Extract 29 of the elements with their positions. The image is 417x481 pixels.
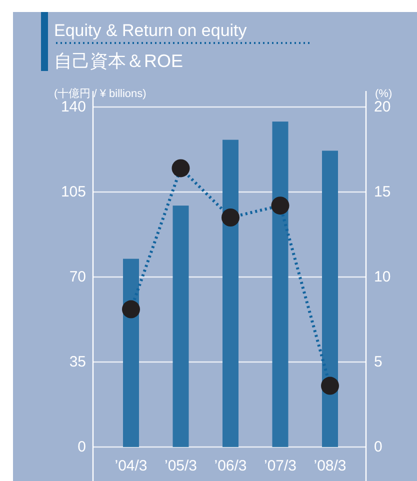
y-tick-label: 140 bbox=[60, 98, 86, 116]
y-tick-label: 35 bbox=[69, 354, 86, 370]
point bbox=[222, 208, 240, 226]
point bbox=[321, 376, 339, 395]
y-tick-label: 70 bbox=[69, 268, 86, 286]
y2-tick-label: 5 bbox=[374, 354, 382, 370]
x-tick-label: ’07/3 bbox=[264, 458, 297, 474]
y2-tick-label: 15 bbox=[374, 184, 391, 200]
bar bbox=[222, 140, 238, 447]
x-tick-label: ’05/3 bbox=[164, 458, 198, 474]
y-tick-label: 0 bbox=[78, 438, 86, 456]
bar bbox=[123, 258, 139, 447]
y2-tick-label: 10 bbox=[374, 268, 391, 286]
y2-axis-title: (%) bbox=[375, 88, 392, 100]
chart-title: Equity & Return on equity bbox=[54, 21, 248, 40]
bar bbox=[272, 122, 288, 447]
y2-tick-label: 0 bbox=[374, 438, 382, 456]
y2-tick-label: 20 bbox=[374, 98, 391, 116]
chart-subtitle: 自己資本＆ROE bbox=[54, 51, 184, 71]
bar bbox=[172, 206, 189, 447]
y-axis-title: (十億円 / ¥ billions) bbox=[54, 87, 146, 100]
point bbox=[122, 300, 140, 318]
bar bbox=[322, 150, 338, 447]
point bbox=[172, 159, 190, 178]
x-tick-label: ’06/3 bbox=[214, 458, 247, 474]
point bbox=[271, 196, 290, 215]
x-tick-label: ’04/3 bbox=[114, 458, 148, 474]
x-tick-label: ’08/3 bbox=[314, 458, 346, 474]
y-tick-label: 105 bbox=[60, 184, 86, 200]
